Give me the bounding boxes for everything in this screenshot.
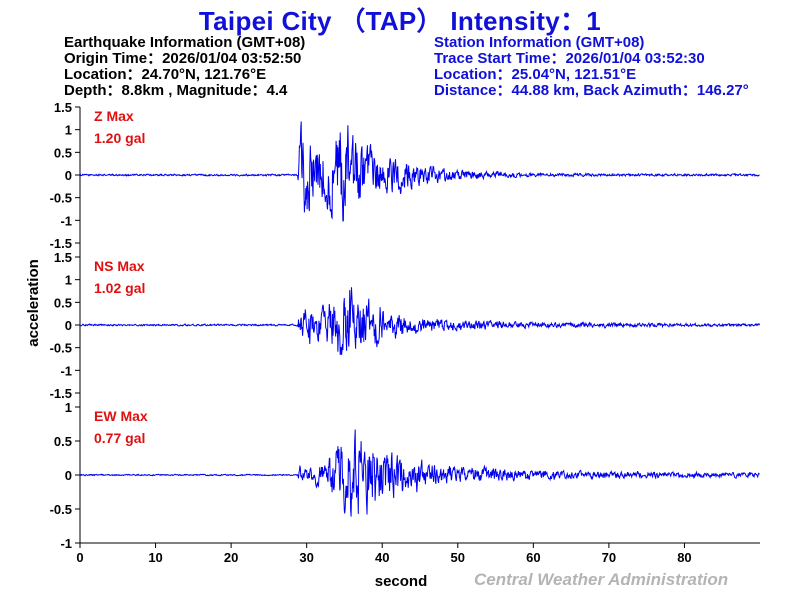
max-title-ns: NS Max [94,258,145,274]
y-tick-label: -1.5 [50,386,72,401]
y-tick-label: -0.5 [50,191,72,206]
y-tick-label: 0 [65,468,72,483]
distance-azimuth: Distance：44.88 km, Back Azimuth：146.27° [434,82,749,99]
epicenter-location: Location：24.70°N, 121.76°E [64,66,267,83]
x-tick-label: 0 [76,550,83,565]
traces-layer [79,121,760,517]
y-tick-label: 0.5 [54,145,72,160]
trace-ew [79,429,760,517]
x-tick-label: 70 [602,550,616,565]
earthquake-info-heading: Earthquake Information (GMT+08) [64,34,306,51]
labels-layer: 0 10 20 30 40 50 60 70 80secondacceleration-1.5-… [25,100,692,590]
y-tick-label: 1.5 [54,100,72,115]
max-title-z: Z Max [94,108,134,124]
x-tick-label: 30 [299,550,313,565]
y-tick-label: 0 [65,318,72,333]
max-value-z: 1.20 gal [94,130,145,146]
y-tick-label: 1 [65,400,72,415]
earthquake-info: Earthquake Information (GMT+08) Origin T… [64,35,305,99]
y-tick-label: 0.5 [54,295,72,310]
x-tick-label: 50 [451,550,465,565]
y-tick-label: -1.5 [50,236,72,251]
x-tick-label: 20 [224,550,238,565]
station-location: Location：25.04°N, 121.51°E [434,66,637,83]
max-value-ns: 1.02 gal [94,280,145,296]
trace-ns [79,287,760,355]
y-tick-label: 1 [65,123,72,138]
x-tick-label: 60 [526,550,540,565]
y-tick-label: -1 [60,213,72,228]
max-title-ew: EW Max [94,408,148,424]
y-tick-label: -1 [60,536,72,551]
origin-time: Origin Time：2026/01/04 03:52:50 [64,50,302,67]
trace-z [79,121,760,222]
x-axis-label: second [375,573,428,590]
max-value-ew: 0.77 gal [94,430,145,446]
x-tick-label: 40 [375,550,389,565]
x-tick-label: 80 [677,550,691,565]
chart-title: Taipei City （TAP） Intensity：1 [198,6,602,36]
agency-watermark: Central Weather Administration [474,570,729,589]
trace-start-time: Trace Start Time：2026/01/04 03:52:30 [434,50,705,67]
y-tick-label: 0 [65,168,72,183]
depth-magnitude: Depth：8.8km , Magnitude：4.4 [64,82,288,99]
y-tick-label: 1.5 [54,250,72,265]
y-tick-label: 0.5 [54,434,72,449]
y-tick-label: -0.5 [50,341,72,356]
y-tick-label: 1 [65,273,72,288]
y-axis-label: acceleration [25,259,42,347]
station-info: Station Information (GMT+08) Trace Start… [434,35,749,99]
x-tick-label: 10 [148,550,162,565]
y-tick-label: -1 [60,363,72,378]
station-info-heading: Station Information (GMT+08) [434,34,645,51]
y-tick-label: -0.5 [50,502,72,517]
